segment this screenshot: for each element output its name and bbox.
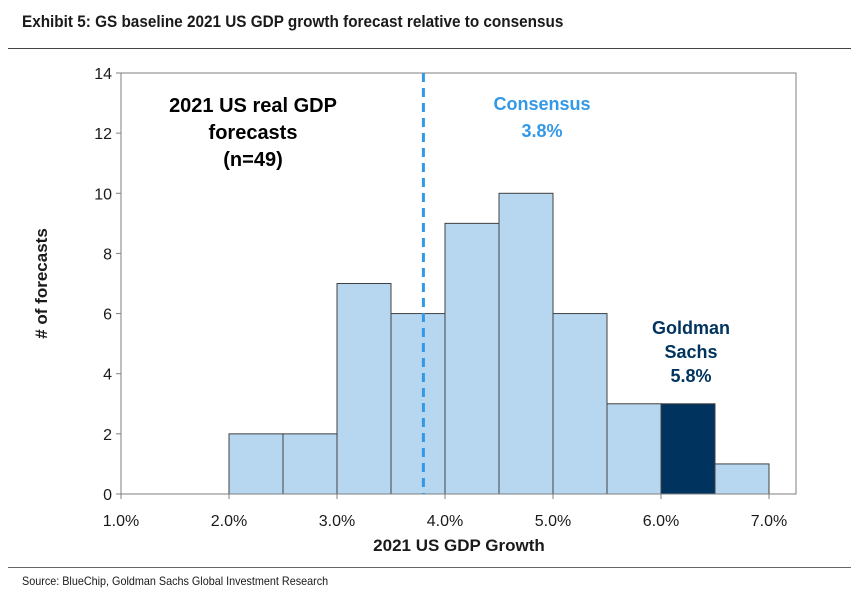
- histogram-bar: [552, 313, 608, 495]
- consensus-value-label: 3.8%: [521, 121, 562, 141]
- x-tick-label: 6.0%: [643, 513, 679, 530]
- histogram-bar: [282, 433, 338, 495]
- histogram-bar: [498, 192, 554, 495]
- header-divider: [8, 48, 851, 49]
- histogram-bar: [390, 313, 446, 495]
- goldman-label-line: Sachs: [664, 342, 717, 362]
- consensus-label: Consensus: [493, 94, 590, 114]
- y-tick-label: 8: [103, 246, 112, 263]
- source-note: Source: BlueChip, Goldman Sachs Global I…: [22, 574, 329, 588]
- y-tick-label: 6: [103, 307, 112, 324]
- y-tick-label: 2: [103, 427, 112, 444]
- x-tick-label: 5.0%: [535, 513, 571, 530]
- x-tick-label: 7.0%: [751, 513, 787, 530]
- y-axis-title: # of forecasts: [32, 228, 51, 339]
- y-tick-label: 14: [94, 66, 112, 83]
- y-tick-label: 12: [94, 126, 112, 143]
- footer-divider: [8, 567, 851, 568]
- x-tick-label: 1.0%: [103, 513, 139, 530]
- goldman-value-label: 5.8%: [670, 366, 711, 386]
- histogram-bar: [606, 403, 662, 495]
- goldman-sachs-bar: [660, 403, 716, 495]
- y-tick-label: 10: [94, 186, 112, 203]
- chart-title-line: forecasts: [209, 122, 298, 144]
- x-tick-label: 2.0%: [211, 513, 247, 530]
- y-tick-label: 4: [103, 367, 112, 384]
- x-tick-label: 4.0%: [427, 513, 463, 530]
- histogram-bar: [228, 433, 284, 495]
- histogram-bar: [444, 222, 500, 495]
- histogram-bar: [714, 463, 770, 495]
- x-tick-label: 3.0%: [319, 513, 355, 530]
- chart-title-line: 2021 US real GDP: [169, 95, 337, 117]
- goldman-label-line: Goldman: [652, 318, 730, 338]
- exhibit-title: Exhibit 5: GS baseline 2021 US GDP growt…: [22, 12, 564, 31]
- x-axis-title: 2021 US GDP Growth: [373, 536, 545, 555]
- chart-title-line: (n=49): [223, 149, 282, 171]
- y-tick-label: 0: [103, 487, 112, 504]
- histogram-bar: [336, 283, 392, 495]
